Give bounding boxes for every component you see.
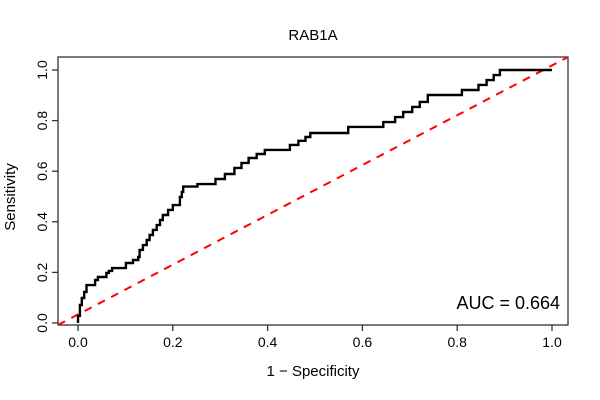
chance-line (57, 56, 569, 326)
y-tick-label: 0.8 (34, 111, 50, 131)
auc-annotation: AUC = 0.664 (456, 293, 560, 313)
roc-curve (76, 68, 552, 323)
x-tick-label: 0.0 (68, 334, 88, 350)
y-axis-label: Sensitivity (2, 163, 19, 231)
roc-curve-path (76, 68, 552, 323)
x-axis-label: 1 − Specificity (267, 363, 360, 380)
plot-box (57, 56, 569, 326)
y-tick-label: 0.4 (34, 212, 50, 232)
y-tick-label: 0.6 (34, 161, 50, 181)
chart-title: RAB1A (288, 27, 337, 44)
y-tick-label: 0.0 (34, 313, 50, 333)
y-tick-label: 1.0 (34, 60, 50, 80)
x-tick-label: 0.8 (447, 334, 467, 350)
axes: 0.0 0.2 0.4 0.6 0.8 1.0 0.0 0.2 0.4 0.6 0.8 1.0 (34, 56, 569, 350)
y-tick-label: 0.2 (34, 262, 50, 282)
reference-diagonal-line (57, 56, 569, 326)
x-tick-label: 0.4 (258, 334, 278, 350)
x-tick-label: 1.0 (542, 334, 562, 350)
x-tick-label: 0.6 (353, 334, 373, 350)
x-tick-label: 0.2 (163, 334, 183, 350)
